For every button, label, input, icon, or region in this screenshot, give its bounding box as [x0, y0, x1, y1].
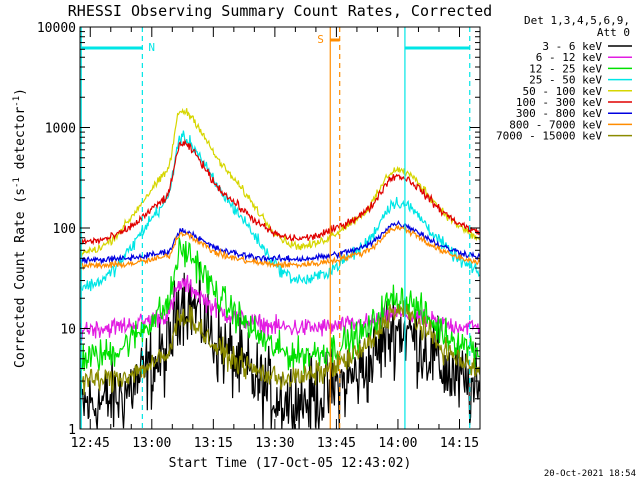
y-tick-label: 10	[60, 323, 76, 338]
x-tick-label: 13:45	[317, 436, 356, 451]
series-line-5	[80, 138, 480, 246]
y-tick-label: 1	[68, 423, 76, 438]
legend-header-line-2: Att 0	[597, 26, 630, 39]
legend-label: 100 - 300 keV	[516, 96, 602, 109]
series-line-3	[80, 130, 480, 292]
series-line-6	[80, 219, 480, 266]
series-line-8	[80, 300, 480, 395]
x-tick-label: 14:00	[378, 436, 417, 451]
legend-label: 3 - 6 keV	[542, 40, 602, 53]
legend-label: 12 - 25 keV	[529, 62, 602, 75]
y-tick-label: 100	[53, 222, 76, 237]
x-tick-label: 14:15	[440, 436, 479, 451]
legend-label: 300 - 800 keV	[516, 107, 602, 120]
legend-label: 6 - 12 keV	[536, 51, 603, 64]
legend-header-line-1: Det 1,3,4,5,6,9,	[524, 14, 630, 27]
night-label: N	[148, 41, 155, 54]
y-axis-label: Corrected Count Rate (s-1 detector-1)	[12, 88, 28, 368]
x-tick-label: 13:15	[194, 436, 233, 451]
legend-label: 25 - 50 keV	[529, 74, 602, 87]
series-line-0	[80, 261, 480, 429]
chart-title: RHESSI Observing Summary Count Rates, Co…	[68, 2, 492, 20]
legend-label: 7000 - 15000 keV	[496, 130, 602, 143]
x-tick-label: 13:30	[255, 436, 294, 451]
series-line-7	[80, 224, 480, 271]
legend-label: 800 - 7000 keV	[509, 118, 602, 131]
saa-label: S	[317, 33, 324, 46]
legend-label: 50 - 100 keV	[523, 85, 603, 98]
x-tick-label: 13:00	[132, 436, 171, 451]
series-group	[80, 107, 480, 429]
timestamp: 20-Oct-2021 18:54	[544, 469, 636, 479]
axes: 1 10 100 1000 10000 12:45 13:00 13:15 13:30 13:45…	[37, 21, 481, 451]
x-tick-label: 12:45	[71, 436, 110, 451]
x-axis-label: Start Time (17-Oct-05 12:43:02)	[169, 456, 412, 471]
y-tick-label: 1000	[45, 122, 76, 137]
series-line-2	[80, 237, 480, 374]
y-tick-label: 10000	[37, 21, 76, 36]
